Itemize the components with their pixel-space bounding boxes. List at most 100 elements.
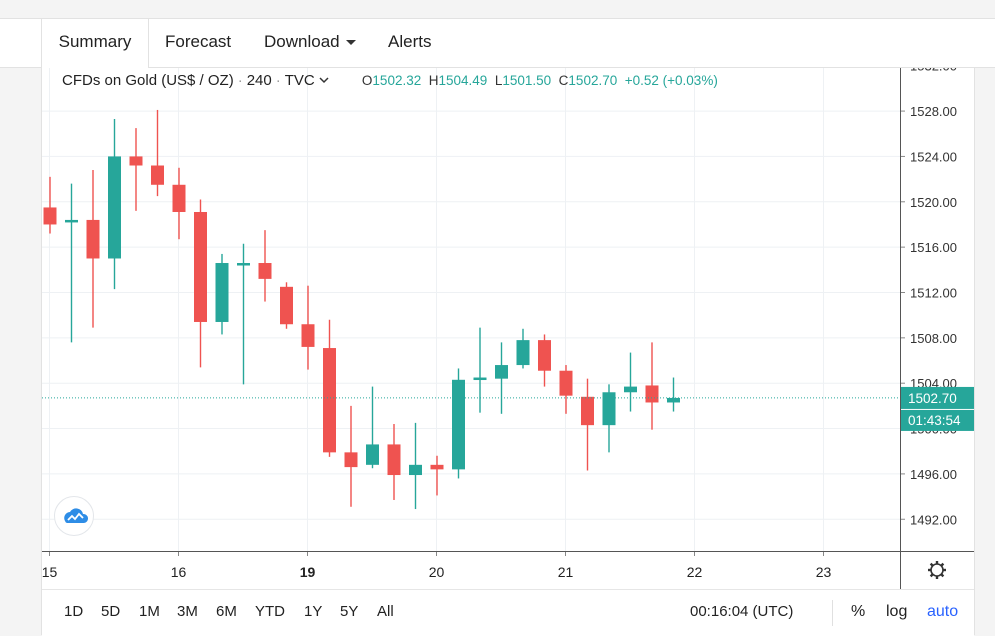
candle (538, 334, 551, 387)
gear-icon[interactable] (928, 561, 946, 579)
candle-body (323, 348, 336, 453)
x-tick-label: 23 (816, 564, 832, 580)
candle (129, 128, 143, 211)
tab-alerts[interactable]: Alerts (388, 19, 431, 68)
tab-summary-label: Summary (58, 32, 132, 51)
candle-body (258, 263, 272, 279)
candle-body (366, 444, 379, 465)
tab-download-label: Download (264, 32, 340, 51)
tab-forecast[interactable]: Forecast (165, 19, 231, 68)
ohlc-values: O1502.32 H1504.49 L1501.50 C1502.70 +0.5… (361, 73, 718, 88)
candle-body (538, 340, 551, 371)
candle-body (108, 156, 121, 259)
candle (473, 327, 487, 413)
candle (323, 319, 336, 457)
candle-body (495, 365, 508, 379)
price-tag: 1502.70 (908, 391, 957, 406)
tradingview-cloud-icon[interactable] (54, 496, 94, 536)
price-tag-bg (901, 386, 974, 409)
candle (624, 352, 637, 412)
log-scale-toggle[interactable]: log (886, 603, 908, 620)
tab-forecast-label: Forecast (165, 32, 232, 51)
candle-body (172, 184, 186, 212)
candle (452, 368, 465, 479)
candle-body (129, 156, 143, 166)
range-ytd-button[interactable]: YTD (255, 603, 285, 620)
close-value: 1502.70 (568, 73, 618, 88)
interval-label[interactable]: 240 (246, 72, 272, 89)
candle-body (344, 452, 358, 468)
candle-body (237, 263, 250, 266)
candle-body (624, 386, 637, 393)
candle-body (194, 211, 207, 322)
chart-widget[interactable]: 1492.001496.001500.001504.001508.001512.… (41, 68, 975, 636)
y-tick-label: 1492.00 (910, 512, 957, 527)
auto-scale-toggle[interactable]: auto (927, 603, 959, 620)
candle (409, 422, 422, 510)
range-5d-button[interactable]: 5D (101, 603, 121, 620)
candle (194, 199, 207, 368)
open-value: 1502.32 (372, 73, 422, 88)
tab-download[interactable]: Download (264, 19, 356, 68)
candle-body (430, 464, 444, 470)
candle (495, 342, 508, 414)
range-5y-button[interactable]: 5Y (340, 603, 359, 620)
candle-body (516, 340, 530, 366)
candle (108, 119, 121, 290)
y-tick-label: 1520.00 (910, 195, 957, 210)
candle (366, 386, 379, 469)
candle (215, 253, 229, 335)
candle-body (387, 444, 401, 476)
source-label[interactable]: TVC (284, 72, 315, 89)
range-1y-button[interactable]: 1Y (304, 603, 323, 620)
candle (344, 405, 358, 507)
candle-body (280, 286, 293, 325)
x-tick-label: 15 (42, 564, 57, 580)
x-tick-label: 16 (171, 564, 187, 580)
range-3m-button[interactable]: 3M (177, 603, 198, 620)
price-chart[interactable]: 1492.001496.001500.001504.001508.001512.… (42, 68, 974, 589)
y-tick-label: 1496.00 (910, 467, 957, 482)
candle-body (86, 219, 100, 259)
candle-body (452, 379, 465, 470)
candle-body (151, 165, 164, 185)
candle (86, 170, 100, 328)
candle (301, 285, 315, 370)
chevron-down-icon[interactable] (318, 75, 330, 85)
low-value: 1501.50 (502, 73, 552, 88)
symbol-name[interactable]: CFDs on Gold (US$ / OZ) (62, 72, 234, 89)
candle (387, 424, 401, 500)
browser-top-strip (0, 0, 995, 18)
x-tick-label: 20 (429, 564, 445, 580)
utc-clock[interactable]: 00:16:04 (UTC) (690, 603, 794, 620)
candle-body (43, 207, 57, 225)
toolbar-divider (832, 600, 833, 626)
candle-body (559, 370, 573, 396)
high-value: 1504.49 (438, 73, 488, 88)
y-tick-label: 1512.00 (910, 285, 957, 300)
percent-scale-toggle[interactable]: % (851, 603, 866, 620)
tab-bar: Summary Forecast Download Alerts (0, 18, 995, 69)
range-6m-button[interactable]: 6M (216, 603, 237, 620)
candle (65, 183, 78, 343)
candle-body (301, 324, 315, 347)
y-tick-label: 1508.00 (910, 331, 957, 346)
x-tick-label: 22 (687, 564, 703, 580)
axes: 1492.001496.001500.001504.001508.001512.… (42, 68, 974, 589)
candle-body (409, 464, 422, 476)
chart-legend: CFDs on Gold (US$ / OZ) · 240 · TVC O1502.32… (62, 72, 718, 89)
range-1d-button[interactable]: 1D (64, 603, 84, 620)
countdown-tag-bg (901, 409, 974, 431)
candles (43, 109, 680, 510)
candle-body (65, 219, 78, 223)
range-all-button[interactable]: All (377, 603, 394, 620)
y-tick-label: 1524.00 (910, 149, 957, 164)
candle (258, 230, 272, 302)
candle (667, 377, 680, 412)
candle-body (581, 396, 594, 426)
range-1m-button[interactable]: 1M (139, 603, 160, 620)
candle (516, 328, 530, 369)
y-tick-label: 1532.00 (910, 68, 957, 74)
tab-summary[interactable]: Summary (41, 19, 149, 69)
tab-alerts-label: Alerts (388, 32, 432, 51)
